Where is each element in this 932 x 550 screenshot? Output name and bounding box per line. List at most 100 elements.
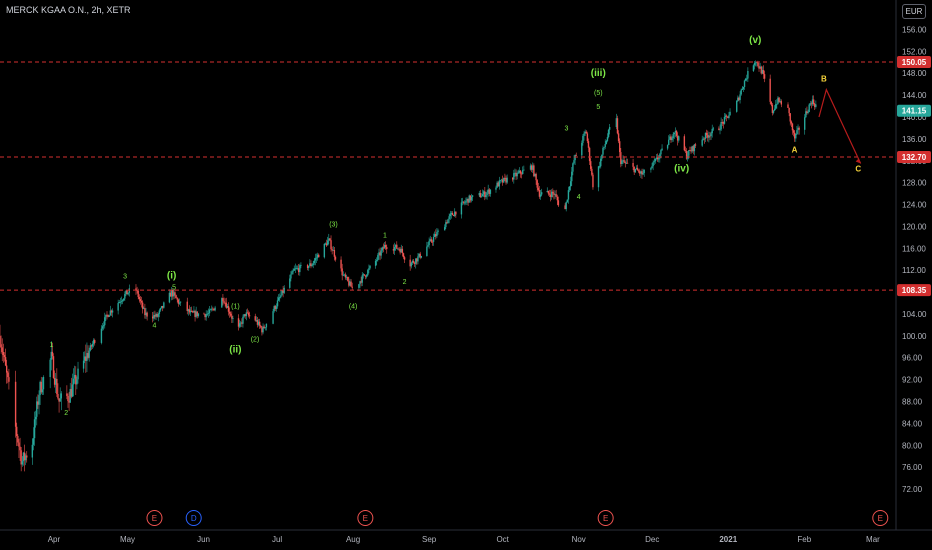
candle-body [518, 170, 521, 173]
candle-body [143, 308, 145, 310]
candle-body [117, 303, 119, 311]
candle-body [464, 202, 466, 204]
candle-body [727, 116, 729, 118]
candle-body [276, 300, 279, 307]
y-tick-label: 80.00 [902, 441, 923, 450]
candle-body [567, 190, 570, 200]
candle-body [66, 393, 68, 396]
candle-body [110, 310, 113, 313]
candle-body [587, 141, 590, 148]
candle-body [94, 340, 96, 343]
candle-body [376, 260, 378, 261]
candle-body [468, 195, 470, 203]
candle-body [261, 327, 263, 333]
candle-body [153, 315, 155, 319]
candle-body [348, 280, 350, 286]
candle-body [273, 306, 275, 312]
candle-body [8, 377, 10, 382]
candle-body [479, 193, 482, 198]
y-tick-label: 136.00 [902, 135, 927, 144]
candle-body [410, 262, 412, 267]
candle-body [419, 253, 421, 258]
candle-body [361, 275, 363, 283]
candle-body [21, 461, 23, 465]
currency-badge[interactable]: EUR [902, 4, 926, 19]
candle-body [38, 395, 40, 405]
candle-body [496, 182, 498, 188]
level-price-tag [897, 56, 931, 69]
candle-body [469, 195, 472, 201]
candle-body [723, 116, 726, 124]
candle-body [118, 302, 120, 304]
candle-body [100, 328, 103, 343]
candle-body [177, 299, 180, 304]
candle-body [605, 140, 608, 144]
candle-body [411, 260, 414, 263]
candle-body [741, 89, 744, 90]
candle-body [597, 166, 600, 188]
y-tick-label: 124.00 [902, 201, 927, 210]
candle-body [417, 256, 419, 262]
candle-body [257, 321, 260, 325]
candle-body [309, 263, 311, 267]
candle-body [159, 308, 162, 311]
candle-body [162, 305, 164, 308]
candle-body [814, 104, 816, 107]
candle-body [517, 172, 519, 174]
candle-body [102, 325, 105, 327]
candle-body [277, 297, 280, 301]
candle-body [451, 212, 454, 216]
candle-body [702, 138, 704, 140]
candle-body [608, 127, 611, 130]
candle-body [206, 313, 209, 315]
candle-body [602, 147, 604, 155]
candle-body [402, 253, 405, 258]
candle-body [633, 166, 635, 173]
candle-body [500, 179, 503, 181]
candle-body [18, 442, 20, 447]
candle-body [465, 200, 467, 203]
candle-body [601, 154, 603, 159]
candle-body [737, 97, 739, 102]
candle-body [53, 377, 56, 385]
candle-body [709, 135, 711, 137]
candle-body [293, 268, 295, 271]
candle-body [84, 356, 86, 361]
candle-body [460, 202, 463, 215]
wave-label: 1 [383, 232, 387, 239]
candle-body [291, 271, 293, 275]
candle-body [625, 162, 628, 164]
candle-body [721, 121, 723, 123]
candle-body [237, 318, 240, 327]
candle-body [344, 274, 347, 278]
x-tick-label: Nov [572, 535, 586, 544]
candle-body [101, 326, 104, 329]
candle-body [747, 70, 749, 79]
candle-body [306, 265, 309, 269]
y-tick-label: 156.00 [902, 25, 927, 34]
candle-body [455, 211, 457, 215]
candle-body [624, 162, 626, 164]
candle-body [224, 302, 226, 304]
x-tick-label: Sep [422, 535, 437, 544]
candle-body [67, 395, 69, 402]
candle-body [661, 148, 663, 151]
candle-body [86, 353, 88, 361]
candle-body [381, 247, 383, 251]
candle-body [188, 309, 191, 313]
candle-body [33, 419, 36, 439]
wave-label: 1 [50, 342, 54, 349]
candle-body [603, 147, 605, 148]
candle-body [522, 170, 524, 175]
candle-body [26, 455, 28, 458]
candle-body [779, 101, 781, 102]
candle-body [358, 284, 360, 288]
wave-label: 3 [123, 273, 127, 280]
candle-body [275, 306, 278, 309]
candle-body [420, 255, 423, 258]
candle-body [318, 254, 320, 258]
candle-body [666, 145, 669, 149]
candle-body [119, 301, 122, 303]
candle-body [20, 450, 22, 465]
